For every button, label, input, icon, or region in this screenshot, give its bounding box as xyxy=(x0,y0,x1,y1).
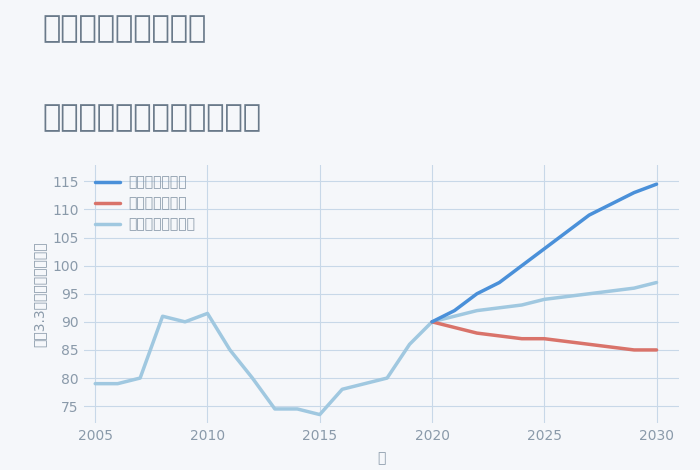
グッドシナリオ xyxy=(540,246,549,251)
バッドシナリオ xyxy=(495,333,503,339)
グッドシナリオ xyxy=(563,229,571,235)
グッドシナリオ xyxy=(428,319,436,325)
グッドシナリオ xyxy=(608,201,616,207)
ノーマルシナリオ xyxy=(405,342,414,347)
ノーマルシナリオ xyxy=(225,347,234,353)
ノーマルシナリオ xyxy=(652,280,661,285)
Line: グッドシナリオ: グッドシナリオ xyxy=(432,184,657,322)
ノーマルシナリオ xyxy=(495,305,503,311)
ノーマルシナリオ xyxy=(428,319,436,325)
ノーマルシナリオ xyxy=(608,288,616,294)
X-axis label: 年: 年 xyxy=(377,451,386,465)
ノーマルシナリオ xyxy=(203,311,211,316)
Legend: グッドシナリオ, バッドシナリオ, ノーマルシナリオ: グッドシナリオ, バッドシナリオ, ノーマルシナリオ xyxy=(91,172,200,235)
ノーマルシナリオ xyxy=(473,308,481,313)
グッドシナリオ xyxy=(517,263,526,268)
バッドシナリオ xyxy=(563,339,571,345)
ノーマルシナリオ xyxy=(383,375,391,381)
バッドシナリオ xyxy=(630,347,638,353)
グッドシナリオ xyxy=(585,212,594,218)
Line: バッドシナリオ: バッドシナリオ xyxy=(432,322,657,350)
ノーマルシナリオ xyxy=(630,285,638,291)
バッドシナリオ xyxy=(517,336,526,342)
ノーマルシナリオ xyxy=(517,302,526,308)
Text: 中古マンションの価格推移: 中古マンションの価格推移 xyxy=(42,103,261,133)
バッドシナリオ xyxy=(473,330,481,336)
グッドシナリオ xyxy=(473,291,481,297)
ノーマルシナリオ xyxy=(136,375,144,381)
ノーマルシナリオ xyxy=(540,297,549,302)
バッドシナリオ xyxy=(652,347,661,353)
ノーマルシナリオ xyxy=(585,291,594,297)
ノーマルシナリオ xyxy=(563,294,571,299)
バッドシナリオ xyxy=(608,345,616,350)
グッドシナリオ xyxy=(630,190,638,196)
ノーマルシナリオ xyxy=(450,313,459,319)
ノーマルシナリオ xyxy=(338,386,346,392)
バッドシナリオ xyxy=(428,319,436,325)
Line: ノーマルシナリオ: ノーマルシナリオ xyxy=(95,282,657,415)
ノーマルシナリオ xyxy=(181,319,189,325)
グッドシナリオ xyxy=(652,181,661,187)
グッドシナリオ xyxy=(450,308,459,313)
ノーマルシナリオ xyxy=(91,381,99,386)
ノーマルシナリオ xyxy=(360,381,369,386)
Text: 千葉県市原市石川の: 千葉県市原市石川の xyxy=(42,14,206,43)
グッドシナリオ xyxy=(495,280,503,285)
Y-axis label: 坪（3.3㎡）単価（万円）: 坪（3.3㎡）単価（万円） xyxy=(32,241,46,346)
ノーマルシナリオ xyxy=(271,406,279,412)
ノーマルシナリオ xyxy=(113,381,122,386)
ノーマルシナリオ xyxy=(293,406,302,412)
ノーマルシナリオ xyxy=(316,412,324,417)
バッドシナリオ xyxy=(450,325,459,330)
バッドシナリオ xyxy=(540,336,549,342)
ノーマルシナリオ xyxy=(248,375,257,381)
バッドシナリオ xyxy=(585,342,594,347)
ノーマルシナリオ xyxy=(158,313,167,319)
